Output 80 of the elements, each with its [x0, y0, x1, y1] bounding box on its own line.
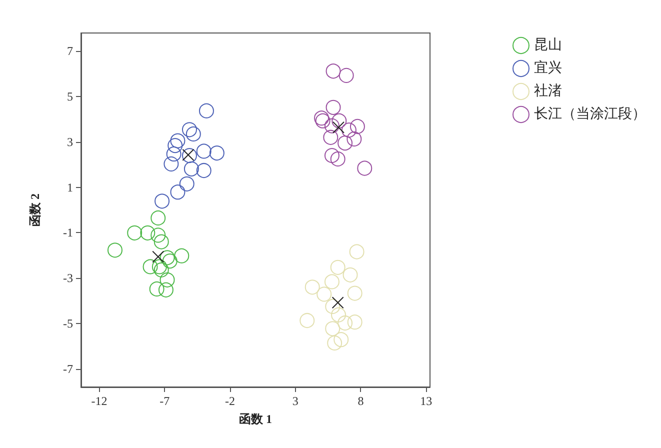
point — [357, 160, 372, 176]
x-tick-label: -12 — [91, 394, 108, 408]
point — [341, 122, 356, 138]
point — [179, 176, 194, 192]
point — [332, 296, 344, 309]
point — [142, 259, 158, 274]
point — [196, 163, 212, 178]
point — [162, 254, 178, 269]
point — [324, 148, 340, 164]
point — [196, 144, 212, 159]
x-tick-label: -7 — [160, 394, 170, 408]
point — [334, 332, 349, 348]
point — [154, 234, 169, 250]
legend-label: 社渚 — [534, 83, 562, 99]
point — [164, 156, 179, 172]
x-tick-label: 13 — [420, 394, 432, 408]
point — [184, 161, 199, 176]
point — [198, 103, 214, 118]
point — [338, 68, 354, 83]
point — [338, 316, 353, 331]
point — [324, 118, 340, 134]
point — [152, 250, 164, 263]
point — [152, 259, 167, 274]
point — [170, 133, 186, 148]
y-tick-label: -1 — [63, 226, 73, 240]
x-tick-label: 3 — [292, 394, 298, 408]
point — [342, 267, 358, 282]
point — [170, 184, 186, 200]
point — [326, 100, 341, 115]
point — [150, 228, 166, 243]
x-tick-label: -2 — [225, 394, 236, 408]
point — [300, 313, 315, 328]
point — [347, 286, 362, 301]
point — [149, 281, 164, 296]
legend-label: 长江（当涂江段） — [534, 106, 646, 122]
point — [323, 130, 338, 145]
point — [174, 248, 190, 264]
point — [325, 298, 340, 314]
point — [160, 250, 175, 266]
point — [154, 194, 170, 209]
point — [349, 244, 364, 260]
x-axis-title: 函数 1 — [239, 412, 272, 426]
x-tick-label: 8 — [358, 394, 364, 408]
legend-label: 宜兴 — [534, 60, 562, 76]
point — [150, 210, 166, 226]
point — [330, 151, 346, 166]
point — [168, 138, 183, 154]
point — [331, 307, 346, 322]
y-tick-label: 1 — [67, 180, 73, 194]
point — [347, 314, 362, 330]
point — [326, 64, 341, 79]
point — [182, 122, 197, 138]
point — [332, 113, 347, 128]
y-tick-label: 7 — [67, 44, 73, 58]
point — [158, 282, 174, 298]
point — [327, 335, 342, 350]
point — [127, 225, 142, 240]
y-tick-label: 3 — [67, 134, 73, 149]
point — [330, 260, 346, 275]
point — [346, 131, 362, 146]
y-tick-label: -7 — [63, 362, 73, 376]
point — [186, 126, 201, 142]
point — [209, 146, 224, 161]
legend-label: 昆山 — [534, 37, 562, 53]
point — [160, 272, 175, 288]
point — [166, 146, 182, 162]
point — [108, 242, 122, 258]
point — [324, 274, 340, 290]
point — [350, 118, 365, 134]
y-axis-title: 函数 2 — [28, 194, 42, 226]
y-tick-label: 5 — [67, 90, 73, 104]
y-tick-label: -5 — [63, 316, 73, 330]
point — [325, 321, 340, 336]
point — [154, 262, 169, 278]
point — [304, 280, 320, 295]
point — [338, 136, 353, 151]
point — [140, 225, 156, 240]
point — [316, 286, 332, 302]
y-tick-label: -3 — [63, 271, 73, 286]
point — [332, 121, 344, 134]
